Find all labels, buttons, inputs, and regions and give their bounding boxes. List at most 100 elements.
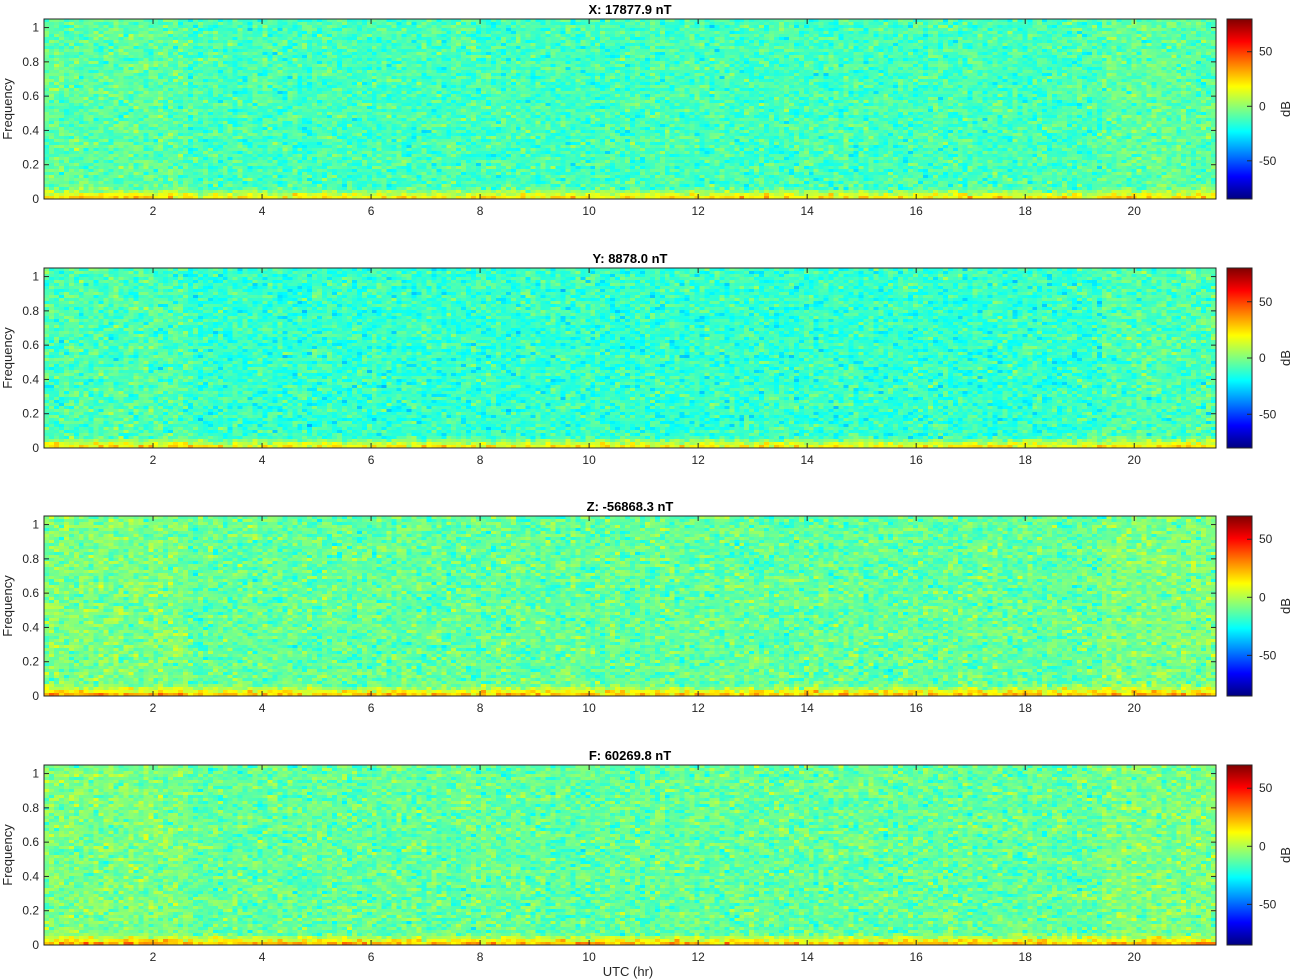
- y-tick-label: 0.8: [22, 55, 39, 69]
- x-tick-label: 16: [910, 701, 924, 715]
- colorbar-label: dB: [1278, 847, 1293, 863]
- x-tick-label: 6: [368, 701, 375, 715]
- y-tick-label: 0.2: [22, 158, 39, 172]
- y-tick-label: 1: [32, 270, 39, 284]
- colorbar-tick-label: -50: [1259, 648, 1277, 662]
- x-tick-label: 14: [800, 701, 814, 715]
- y-tick-label: 0.4: [22, 620, 39, 634]
- colorbar-label: dB: [1278, 350, 1293, 366]
- x-tick-label: 14: [800, 950, 814, 964]
- y-tick-label: 0.6: [22, 338, 39, 352]
- figure-x-axis-label: UTC (hr): [603, 964, 654, 979]
- y-axis-label: Frequency: [0, 575, 15, 637]
- colorbar-tick-label: 0: [1259, 839, 1266, 853]
- x-tick-label: 16: [910, 453, 924, 467]
- colorbar-tick-label: 50: [1259, 45, 1273, 59]
- spectrogram-image: [44, 268, 1216, 448]
- panel-title: Z: -56868.3 nT: [587, 499, 674, 514]
- colorbar-tick-label: -50: [1259, 897, 1277, 911]
- x-tick-label: 18: [1019, 453, 1033, 467]
- colorbar-label: dB: [1278, 101, 1293, 117]
- spectrogram-image: [44, 765, 1216, 945]
- colorbar-tick-label: -50: [1259, 407, 1277, 421]
- y-tick-label: 1: [32, 767, 39, 781]
- x-tick-label: 2: [150, 204, 157, 218]
- colorbar-tick-label: 50: [1259, 532, 1273, 546]
- colorbar-tick-label: 50: [1259, 781, 1273, 795]
- x-tick-label: 18: [1019, 950, 1033, 964]
- x-tick-label: 10: [582, 453, 596, 467]
- y-tick-label: 0: [32, 192, 39, 206]
- x-tick-label: 8: [477, 204, 484, 218]
- spectrogram-panel: Y: 8878.0 nT2 4 6 8 10 12 14 16 18 2000.20.40.60.…: [0, 251, 1293, 467]
- y-tick-label: 0: [32, 441, 39, 455]
- x-tick-label: 8: [477, 701, 484, 715]
- x-tick-label: 4: [259, 204, 266, 218]
- colorbar: [1226, 764, 1253, 946]
- y-tick-label: 0.4: [22, 123, 39, 137]
- spectrogram-panel: Z: -56868.3 nT2 4 6 8 10 12 14 16 18 2000.20.40.6…: [0, 499, 1293, 715]
- axes-frame: [43, 18, 1217, 200]
- y-tick-label: 0.4: [22, 869, 39, 883]
- x-tick-label: 6: [368, 453, 375, 467]
- x-tick-label: 2: [150, 701, 157, 715]
- x-tick-label: 16: [910, 950, 924, 964]
- y-tick-label: 1: [32, 518, 39, 532]
- x-tick-label: 10: [582, 204, 596, 218]
- x-tick-label: 18: [1019, 701, 1033, 715]
- colorbar-tick-label: -50: [1259, 154, 1277, 168]
- y-axis-label: Frequency: [0, 327, 15, 389]
- x-tick-label: 20: [1128, 453, 1142, 467]
- spectrogram-panel: F: 60269.8 nT2 4 6 8 10 12 14 16 18 2000.20.40.60…: [0, 748, 1293, 964]
- x-tick-label: 12: [691, 453, 705, 467]
- y-tick-label: 0.4: [22, 372, 39, 386]
- panel-title: F: 60269.8 nT: [589, 748, 671, 763]
- y-tick-label: 0.2: [22, 904, 39, 918]
- y-tick-label: 0.6: [22, 89, 39, 103]
- spectrogram-panel: X: 17877.9 nT2 4 6 8 10 12 14 16 18 2000.20.40.60…: [0, 2, 1293, 218]
- x-tick-label: 6: [368, 950, 375, 964]
- x-tick-label: 12: [691, 204, 705, 218]
- y-tick-label: 0.2: [22, 655, 39, 669]
- y-tick-label: 0.8: [22, 801, 39, 815]
- x-tick-label: 16: [910, 204, 924, 218]
- x-tick-label: 20: [1128, 950, 1142, 964]
- x-tick-label: 8: [477, 453, 484, 467]
- x-tick-label: 4: [259, 453, 266, 467]
- x-tick-label: 10: [582, 950, 596, 964]
- y-axis-label: Frequency: [0, 78, 15, 140]
- y-tick-label: 1: [32, 21, 39, 35]
- x-tick-label: 2: [150, 453, 157, 467]
- x-tick-label: 4: [259, 950, 266, 964]
- spectrogram-image: [44, 516, 1216, 696]
- panels: X: 17877.9 nT2 4 6 8 10 12 14 16 18 2000.20.40.60…: [0, 2, 1293, 964]
- colorbar: [1226, 515, 1253, 697]
- x-tick-label: 14: [800, 453, 814, 467]
- colorbar-tick-label: 0: [1259, 99, 1266, 113]
- y-tick-label: 0.6: [22, 586, 39, 600]
- panel-title: Y: 8878.0 nT: [593, 251, 668, 266]
- axes-frame: [43, 764, 1217, 946]
- x-tick-label: 10: [582, 701, 596, 715]
- x-tick-label: 4: [259, 701, 266, 715]
- x-tick-label: 12: [691, 950, 705, 964]
- y-axis-label: Frequency: [0, 824, 15, 886]
- y-tick-label: 0.6: [22, 835, 39, 849]
- axes-frame: [43, 515, 1217, 697]
- axes-frame: [43, 267, 1217, 449]
- x-tick-label: 14: [800, 204, 814, 218]
- spectrogram-image: [44, 19, 1216, 199]
- y-tick-label: 0: [32, 938, 39, 952]
- y-tick-label: 0.2: [22, 407, 39, 421]
- colorbar-tick-label: 0: [1259, 590, 1266, 604]
- y-tick-label: 0: [32, 689, 39, 703]
- x-tick-label: 12: [691, 701, 705, 715]
- x-tick-label: 8: [477, 950, 484, 964]
- colorbar-tick-label: 50: [1259, 295, 1273, 309]
- colorbar-tick-label: 0: [1259, 351, 1266, 365]
- x-tick-label: 20: [1128, 701, 1142, 715]
- y-tick-label: 0.8: [22, 552, 39, 566]
- y-tick-label: 0.8: [22, 304, 39, 318]
- colorbar-label: dB: [1278, 598, 1293, 614]
